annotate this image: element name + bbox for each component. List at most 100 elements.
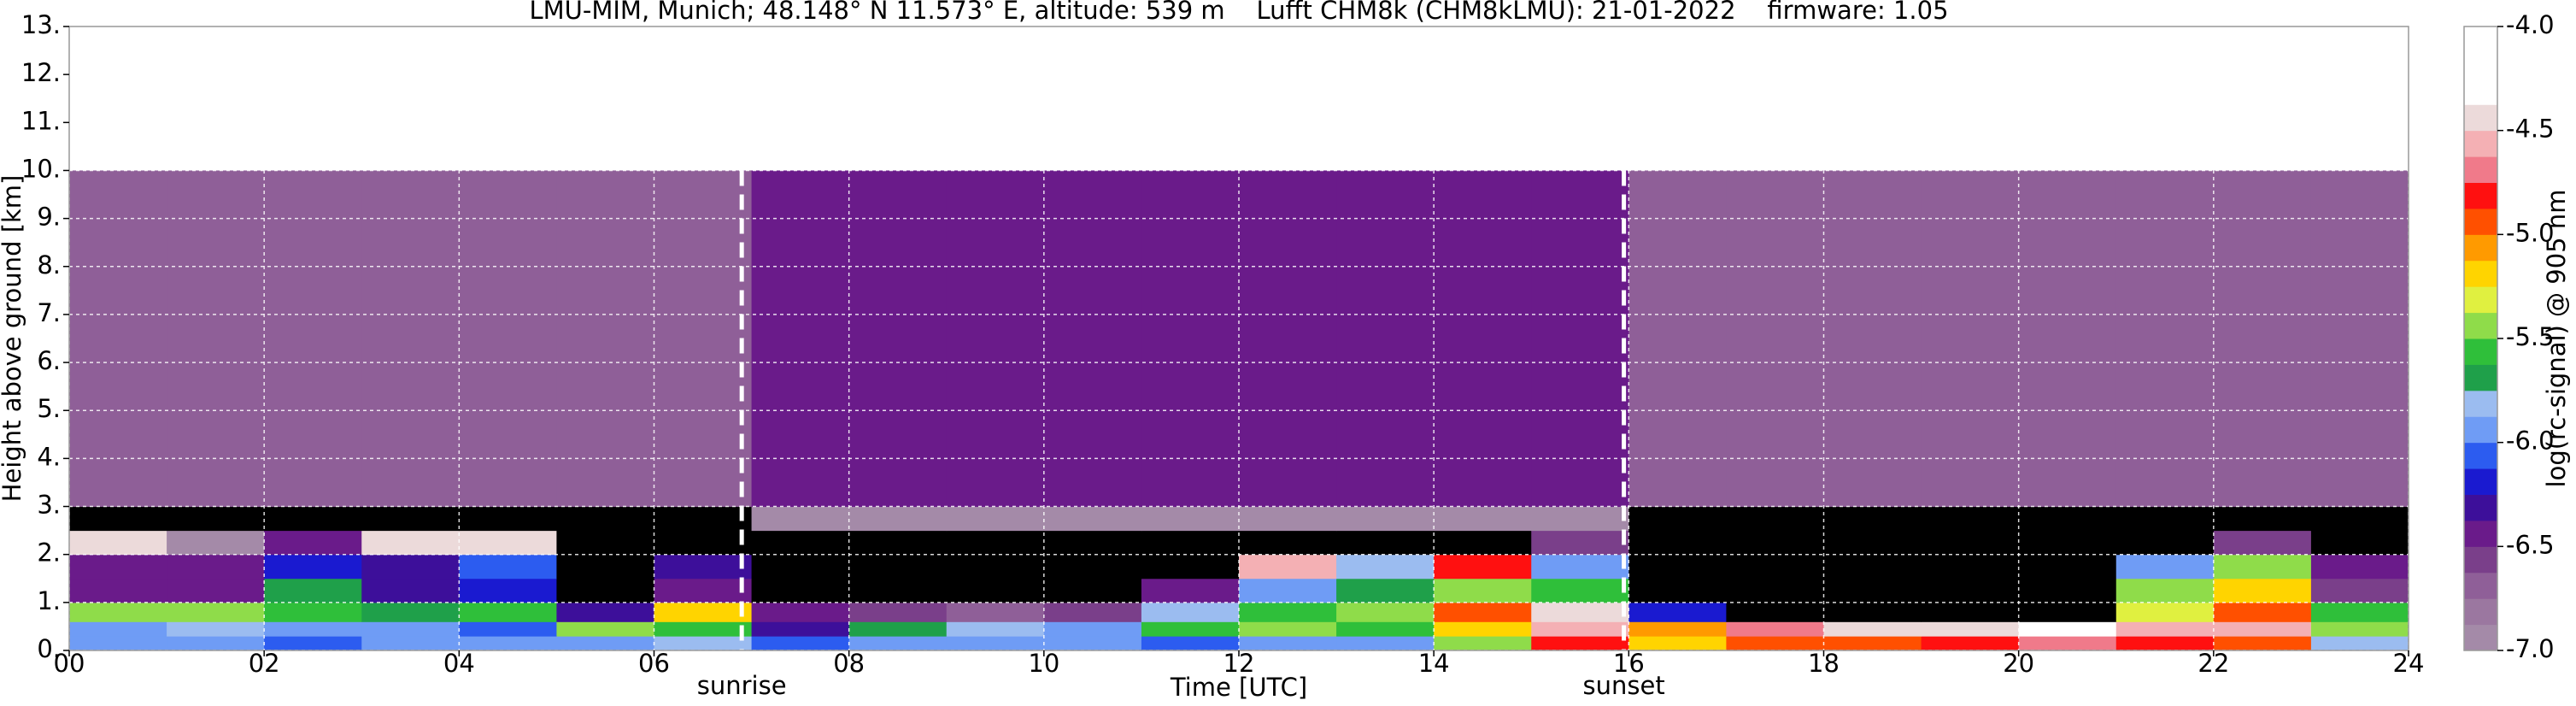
heatmap-cell xyxy=(2018,554,2117,580)
heatmap-cell xyxy=(459,621,557,637)
heatmap-cell xyxy=(2115,170,2215,508)
annotation-label: sunrise xyxy=(697,671,787,700)
heatmap-cell xyxy=(361,170,460,508)
heatmap-cell xyxy=(751,578,850,603)
heatmap-cell xyxy=(1726,621,1824,637)
heatmap-cell xyxy=(1239,602,1337,622)
heatmap-cell xyxy=(1921,554,2020,580)
heatmap-cell xyxy=(2213,506,2312,532)
heatmap-cell xyxy=(556,530,654,556)
heatmap-cell xyxy=(1239,636,1337,651)
y-tick-label: 5. xyxy=(37,394,61,423)
colorbar-tick-label: -4.0 xyxy=(2506,10,2555,39)
heatmap-cell xyxy=(848,636,948,651)
heatmap-cell xyxy=(459,554,557,580)
x-tick-label: 00 xyxy=(54,649,85,678)
heatmap-cell xyxy=(654,530,753,556)
heatmap-cell xyxy=(1141,621,1240,637)
heatmap-cell xyxy=(1141,602,1240,622)
colorbar-segment xyxy=(2464,104,2497,132)
colorbar-segment xyxy=(2464,286,2497,314)
heatmap-cell xyxy=(1628,506,1727,532)
heatmap-cell xyxy=(654,578,753,603)
heatmap-cell xyxy=(1043,578,1142,603)
heatmap-cell xyxy=(1921,506,2020,532)
y-tick-label: 13. xyxy=(21,10,61,39)
heatmap-cell xyxy=(1434,621,1532,637)
heatmap-cell xyxy=(654,554,753,580)
heatmap-cell xyxy=(361,602,460,622)
heatmap-cell xyxy=(1726,554,1824,580)
heatmap-cell xyxy=(2310,530,2409,556)
chart-title: LMU-MIM, Munich; 48.148° N 11.573° E, al… xyxy=(529,0,1948,25)
heatmap-cell xyxy=(1434,578,1532,603)
heatmap-cell xyxy=(167,506,265,532)
heatmap-cell xyxy=(264,636,362,651)
heatmap-cell xyxy=(69,170,167,508)
heatmap-cell xyxy=(459,530,557,556)
y-tick-label: 1. xyxy=(37,586,61,615)
heatmap-cell xyxy=(1239,506,1337,532)
colorbar-segment xyxy=(2464,520,2497,547)
heatmap-cell xyxy=(848,554,948,580)
heatmap-cell xyxy=(167,621,265,637)
heatmap-cell xyxy=(1336,506,1435,532)
heatmap-cell xyxy=(2115,602,2215,622)
x-axis-label: Time [UTC] xyxy=(1170,673,1307,702)
x-tick-label: 12 xyxy=(1223,649,1255,678)
heatmap-cell xyxy=(69,636,167,651)
x-tick-label: 24 xyxy=(2393,649,2425,678)
heatmap-cell xyxy=(946,636,1045,651)
heatmap-cell xyxy=(1043,621,1142,637)
heatmap-cell xyxy=(1531,506,1629,532)
heatmap-cell xyxy=(2115,636,2215,651)
heatmap-cell xyxy=(1239,530,1337,556)
heatmap-cell xyxy=(264,170,362,508)
y-axis-label: Height above ground [km] xyxy=(0,175,26,503)
heatmap-cell xyxy=(1141,506,1240,532)
heatmap-cell xyxy=(1336,554,1435,580)
heatmap-cell xyxy=(556,578,654,603)
heatmap-cell xyxy=(1141,578,1240,603)
heatmap-cell xyxy=(69,554,167,580)
y-tick-label: 2. xyxy=(37,538,61,568)
heatmap-cell xyxy=(2310,554,2409,580)
heatmap-cell xyxy=(556,621,654,637)
heatmap-cell xyxy=(2310,170,2409,508)
heatmap-cell xyxy=(556,506,654,532)
colorbar-segment xyxy=(2464,624,2497,651)
heatmap-cell xyxy=(2213,578,2312,603)
heatmap-cell xyxy=(1434,170,1532,508)
heatmap-cell xyxy=(654,621,753,637)
heatmap-cell xyxy=(1628,530,1727,556)
heatmap-cell xyxy=(1336,578,1435,603)
heatmap-cell xyxy=(1531,530,1629,556)
colorbar-segment xyxy=(2464,598,2497,626)
colorbar-tick-label: -5.0 xyxy=(2506,218,2555,247)
heatmap-cell xyxy=(848,170,948,508)
heatmap-cell xyxy=(946,554,1045,580)
heatmap-cell xyxy=(167,602,265,622)
heatmap-cell xyxy=(1434,554,1532,580)
colorbar-tick-label: -6.5 xyxy=(2506,530,2555,559)
heatmap-cell xyxy=(459,578,557,603)
heatmap-cell xyxy=(167,530,265,556)
heatmap-cell xyxy=(751,530,850,556)
colorbar-segment xyxy=(2464,390,2497,417)
heatmap-cell xyxy=(946,530,1045,556)
colorbar-segment xyxy=(2464,338,2497,365)
colorbar-segment xyxy=(2464,364,2497,391)
heatmap-cell xyxy=(1141,554,1240,580)
heatmap-cell xyxy=(69,530,167,556)
heatmap-cell xyxy=(167,578,265,603)
heatmap-cell xyxy=(2310,506,2409,532)
heatmap-cell xyxy=(1921,170,2020,508)
colorbar-segment xyxy=(2464,468,2497,495)
heatmap-cell xyxy=(1434,506,1532,532)
heatmap-cell xyxy=(1921,578,2020,603)
heatmap-cell xyxy=(1239,621,1337,637)
heatmap-cell xyxy=(167,636,265,651)
heatmap-cell xyxy=(2018,170,2117,508)
x-tick-label: 10 xyxy=(1028,649,1059,678)
x-tick-label: 16 xyxy=(1613,649,1645,678)
